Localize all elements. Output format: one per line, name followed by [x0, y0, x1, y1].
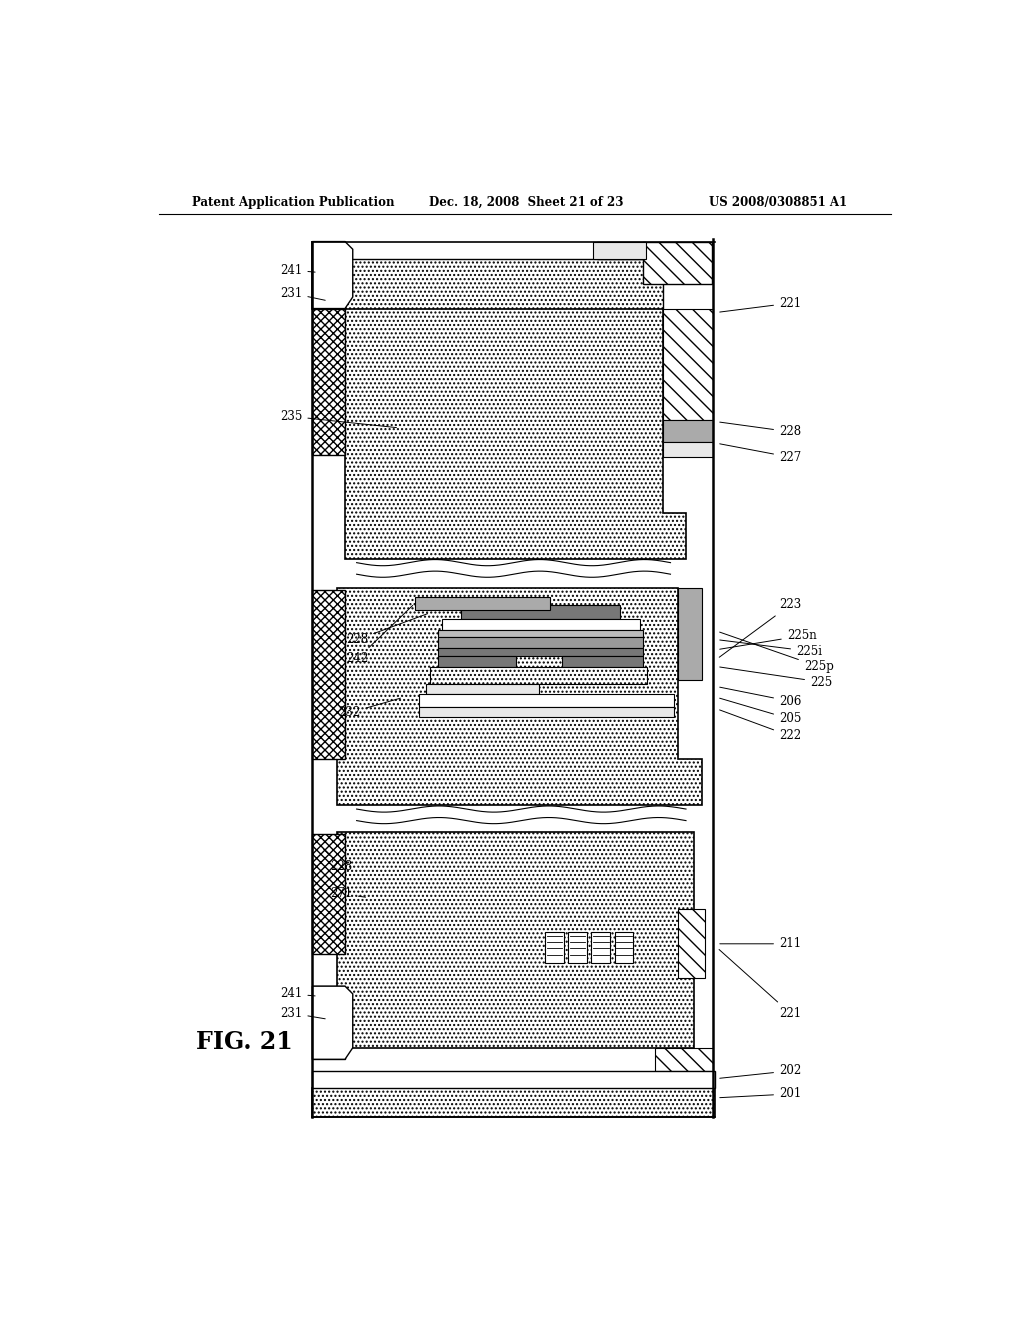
Polygon shape [345, 309, 686, 558]
Text: Patent Application Publication: Patent Application Publication [191, 195, 394, 209]
Bar [438, 648, 643, 656]
Bar [461, 605, 621, 619]
Text: US 2008/0308851 A1: US 2008/0308851 A1 [710, 195, 848, 209]
Text: 202: 202 [720, 1064, 801, 1078]
Bar [312, 1071, 716, 1088]
Text: 241: 241 [281, 987, 315, 1001]
Bar [663, 309, 713, 420]
Bar [655, 1048, 713, 1071]
Bar [345, 259, 663, 317]
Bar [678, 589, 701, 681]
Polygon shape [593, 242, 646, 259]
Text: 228: 228 [346, 614, 428, 647]
Bar [426, 684, 539, 694]
Text: 228: 228 [324, 850, 352, 874]
Text: 221: 221 [719, 949, 801, 1019]
Bar [592, 932, 610, 964]
Bar [312, 986, 345, 1059]
Bar [614, 932, 633, 964]
Bar [312, 590, 345, 759]
Bar [438, 638, 643, 648]
Bar [568, 932, 587, 964]
Bar [442, 619, 640, 630]
Bar [419, 694, 675, 706]
Polygon shape [337, 589, 701, 805]
Text: 235: 235 [280, 409, 396, 428]
Text: 228: 228 [720, 422, 801, 438]
Text: 225n: 225n [720, 630, 816, 649]
Bar [312, 834, 345, 954]
Text: 222: 222 [720, 710, 801, 742]
Text: 205: 205 [720, 698, 802, 726]
Bar [643, 242, 712, 284]
Text: 231: 231 [281, 286, 326, 300]
Polygon shape [312, 242, 352, 309]
Text: 232: 232 [338, 698, 400, 719]
Text: 225i: 225i [720, 640, 822, 657]
Text: 242: 242 [346, 606, 413, 665]
Bar [419, 706, 675, 718]
Polygon shape [337, 832, 693, 1048]
Text: 227: 227 [720, 444, 801, 463]
Bar [438, 656, 515, 667]
Text: Dec. 18, 2008  Sheet 21 of 23: Dec. 18, 2008 Sheet 21 of 23 [429, 195, 624, 209]
Text: 211: 211 [720, 937, 801, 950]
Bar [430, 667, 647, 684]
Bar [562, 656, 643, 667]
Bar [663, 420, 713, 442]
Text: 206: 206 [720, 688, 802, 708]
Text: 271: 271 [331, 887, 366, 900]
Bar [663, 442, 713, 457]
Bar [312, 242, 345, 309]
Text: 221: 221 [720, 297, 801, 312]
Bar [678, 909, 706, 978]
Polygon shape [312, 986, 352, 1059]
Text: 225: 225 [720, 667, 833, 689]
Text: FIG. 21: FIG. 21 [197, 1031, 293, 1055]
Bar [438, 630, 643, 638]
Text: 241: 241 [281, 264, 315, 277]
Text: 231: 231 [281, 1007, 326, 1019]
Text: 223: 223 [719, 598, 801, 657]
Bar [312, 1088, 716, 1117]
Text: 225p: 225p [720, 632, 834, 673]
Bar [545, 932, 563, 964]
Bar [415, 597, 550, 610]
Bar [597, 242, 645, 259]
Bar [312, 309, 345, 455]
Text: 201: 201 [720, 1088, 801, 1101]
